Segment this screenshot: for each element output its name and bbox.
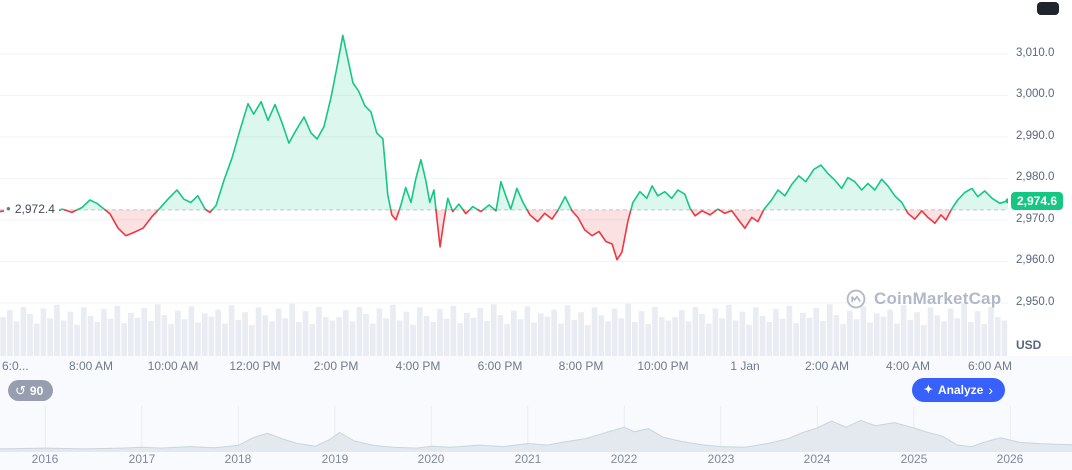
x-axis-tick-label: 12:00 PM (229, 359, 281, 373)
history-count-pill[interactable]: ↺ 90 (8, 380, 54, 401)
navigator-year-label: 2016 (31, 452, 59, 466)
chart-footer: 6:0... 8:00 AM 10:00 AM 12:00 PM 2:00 PM 4:00… (0, 356, 1072, 470)
navigator-year-label: 2025 (900, 452, 928, 466)
y-axis-tick-label: 2,950.0 (1016, 295, 1055, 308)
x-axis-tick-label: 4:00 PM (395, 359, 441, 373)
baseline-price-text: 2,972.4 (14, 201, 55, 216)
x-axis-tick-label: 1 Jan (730, 359, 760, 373)
price-chart-canvas[interactable]: ● 2,972.4 3,010.0 3,000.0 2,990.0 2,980.0 2,… (0, 0, 1072, 356)
current-price-badge: 2,974.6 (1011, 191, 1064, 210)
corner-overlay-button[interactable] (1037, 2, 1059, 15)
y-axis-tick-label: 2,980.0 (1016, 171, 1055, 184)
y-axis-tick-label: 2,990.0 (1016, 129, 1055, 142)
range-navigator[interactable] (0, 406, 1072, 452)
history-icon: ↺ (15, 383, 26, 398)
watermark-text: CoinMarketCap (874, 289, 1002, 308)
x-axis-tick-label: 6:00 AM (967, 359, 1013, 373)
y-axis-tick-label: 2,960.0 (1016, 254, 1055, 267)
navigator-year-axis: 2016 2017 2018 2019 2020 2021 2022 2023 2024 2025… (0, 452, 1072, 470)
currency-label: USD (1016, 338, 1042, 352)
y-axis-tick-label: 3,010.0 (1016, 46, 1055, 59)
range-navigator-svg (0, 406, 1072, 452)
baseline-price-label: ● 2,972.4 (4, 201, 59, 216)
x-axis-tick-label: 8:00 AM (68, 359, 114, 373)
x-axis-tick-label: 4:00 AM (885, 359, 931, 373)
navigator-year-label: 2021 (514, 452, 542, 466)
navigator-year-label: 2019 (321, 452, 349, 466)
y-axis-tick-label: 3,000.0 (1016, 88, 1055, 101)
x-axis-tick-label: 6:00 PM (477, 359, 523, 373)
chevron-right-icon: › (988, 382, 993, 398)
coinmarketcap-logo-icon (846, 289, 866, 309)
y-axis-tick-label: 2,970.0 (1016, 212, 1055, 225)
navigator-year-label: 2018 (224, 452, 252, 466)
analyze-label: Analyze (937, 383, 984, 397)
navigator-year-label: 2022 (610, 452, 638, 466)
analyze-button[interactable]: ✦ Analyze › (911, 378, 1005, 402)
navigator-year-label: 2023 (707, 452, 735, 466)
x-axis-tick-label: 10:00 PM (637, 359, 689, 373)
navigator-year-label: 2024 (803, 452, 831, 466)
navigator-year-label: 2020 (417, 452, 445, 466)
y-axis: 3,010.0 3,000.0 2,990.0 2,980.0 2,970.0 2,960… (1016, 0, 1072, 356)
x-axis-tick-label: 8:00 PM (558, 359, 604, 373)
navigator-year-label: 2017 (128, 452, 156, 466)
x-axis-tick-label: 2:00 AM (804, 359, 850, 373)
x-axis-tick-label: 10:00 AM (147, 359, 199, 373)
x-axis-tick-label: 6:0... (2, 359, 29, 373)
x-axis: 6:0... 8:00 AM 10:00 AM 12:00 PM 2:00 PM 4:00… (0, 359, 1012, 377)
baseline-dot-icon: ● (6, 203, 11, 213)
watermark: CoinMarketCap (845, 288, 1001, 310)
x-axis-tick-label: 2:00 PM (313, 359, 359, 373)
history-count: 90 (29, 383, 44, 398)
sparkle-icon: ✦ (923, 383, 933, 396)
price-chart-svg (0, 34, 1008, 356)
navigator-year-label: 2026 (996, 452, 1024, 466)
